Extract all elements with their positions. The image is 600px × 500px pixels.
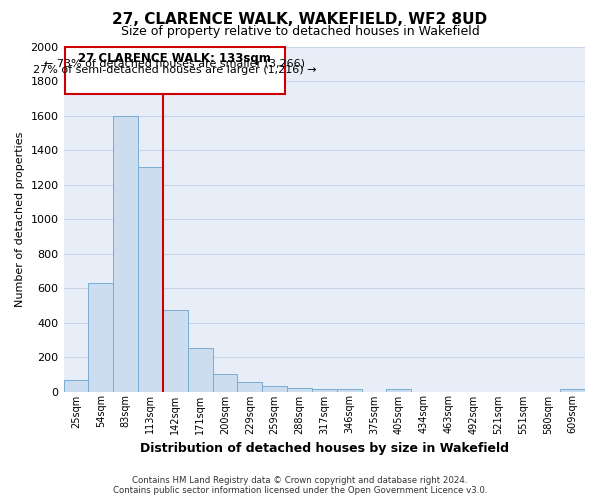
Bar: [163, 310, 188, 392]
Bar: [188, 348, 212, 392]
Text: 27, CLARENCE WALK, WAKEFIELD, WF2 8UD: 27, CLARENCE WALK, WAKEFIELD, WF2 8UD: [112, 12, 488, 28]
Bar: [337, 389, 362, 392]
Bar: [113, 116, 138, 392]
Bar: [88, 283, 113, 392]
Bar: [386, 389, 411, 392]
X-axis label: Distribution of detached houses by size in Wakefield: Distribution of detached houses by size …: [140, 442, 509, 455]
Bar: [560, 389, 585, 392]
Text: Contains HM Land Registry data © Crown copyright and database right 2024.
Contai: Contains HM Land Registry data © Crown c…: [113, 476, 487, 495]
Bar: [64, 380, 88, 392]
Bar: [212, 374, 238, 392]
FancyBboxPatch shape: [65, 48, 284, 94]
Bar: [262, 386, 287, 392]
Text: 27% of semi-detached houses are larger (1,216) →: 27% of semi-detached houses are larger (…: [33, 65, 316, 75]
Text: 27 CLARENCE WALK: 133sqm: 27 CLARENCE WALK: 133sqm: [78, 52, 271, 64]
Text: ← 73% of detached houses are smaller (3,266): ← 73% of detached houses are smaller (3,…: [44, 58, 305, 68]
Y-axis label: Number of detached properties: Number of detached properties: [15, 132, 25, 306]
Bar: [312, 389, 337, 392]
Bar: [138, 168, 163, 392]
Text: Size of property relative to detached houses in Wakefield: Size of property relative to detached ho…: [121, 25, 479, 38]
Bar: [287, 388, 312, 392]
Bar: [238, 382, 262, 392]
